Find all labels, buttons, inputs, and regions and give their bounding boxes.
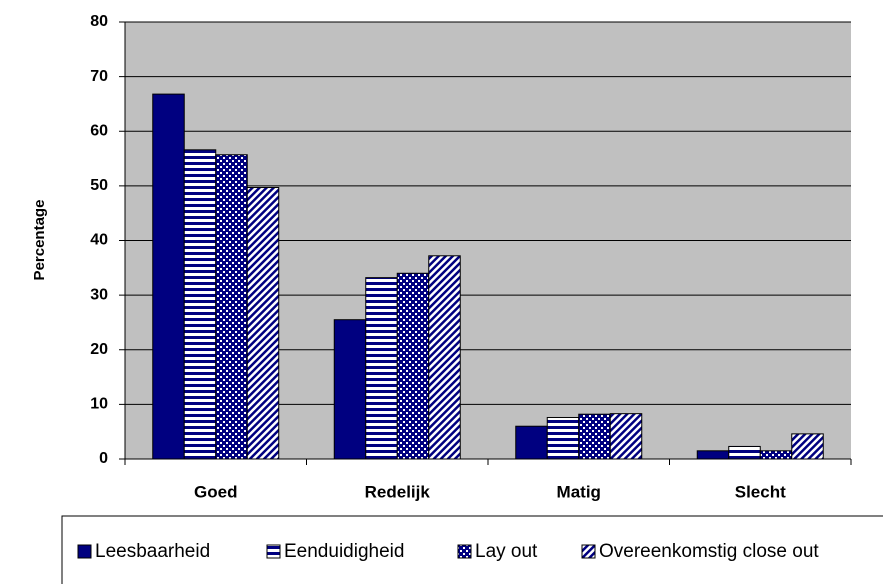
bar [396,272,430,460]
bar [609,413,643,460]
legend-box [61,515,883,584]
x-tick-label: Redelijk [365,482,431,501]
y-axis-title: Percentage [31,200,48,281]
y-tick-label: 10 [90,396,108,413]
y-tick-label: 40 [90,232,108,249]
x-tick-label: Goed [194,482,237,501]
legend-swatch [77,544,92,559]
legend-swatch [457,544,472,559]
bar [696,450,730,460]
bar [183,149,217,460]
bar [759,450,793,460]
bar [333,319,367,460]
y-tick-label: 80 [90,13,108,30]
legend-swatch [581,544,596,559]
bar [728,445,761,460]
legend-label: Overeenkomstig close out [599,541,819,562]
bar [365,277,398,460]
bar [152,93,185,460]
bar [515,425,548,460]
bar [578,413,611,460]
legend-swatch [266,544,281,559]
x-tick-label: Slecht [735,482,786,501]
legend-label: Lay out [475,541,538,562]
x-tick-label: Matig [557,482,601,501]
y-tick-label: 50 [90,177,108,194]
legend-label: Eenduidigheid [284,541,404,562]
bar [428,255,461,460]
bar [246,187,280,460]
bar [791,433,824,460]
bar [215,154,248,460]
y-tick-label: 30 [90,286,108,303]
y-tick-label: 70 [90,68,108,85]
y-tick-label: 20 [90,341,108,358]
bar [546,416,580,460]
legend-label: Leesbaarheid [95,541,210,562]
y-tick-label: 0 [99,450,108,467]
y-tick-label: 60 [90,122,108,139]
